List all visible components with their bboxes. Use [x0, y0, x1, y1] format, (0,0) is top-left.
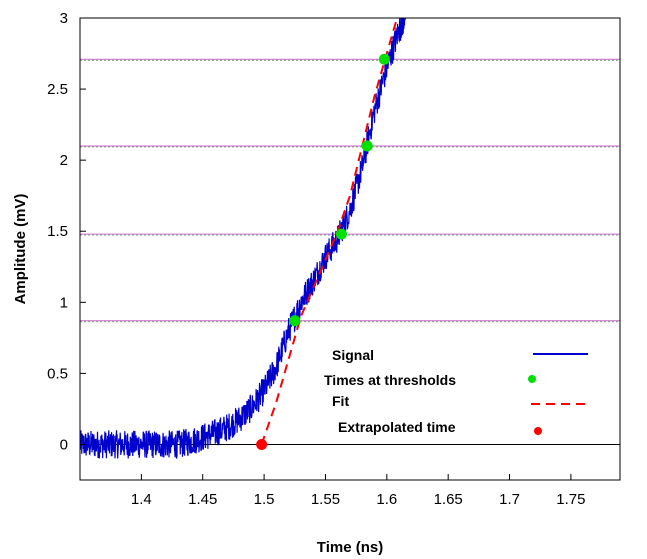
y-tick-label-3: 1.5 — [47, 223, 68, 240]
x-axis-ticks: 1.4 1.45 1.5 1.55 1.6 1.65 1.7 1.75 — [131, 474, 586, 508]
legend-label-extrapolated: Extrapolated time — [338, 419, 456, 435]
y-tick-label-4: 2 — [60, 152, 68, 169]
marker-times-at-thresholds-0 — [289, 315, 301, 327]
marker-times-at-thresholds-2 — [361, 140, 373, 152]
legend-swatch-thresholds — [528, 375, 536, 383]
marker-times-at-thresholds-3 — [378, 53, 390, 65]
y-axis-title: Amplitude (mV) — [12, 194, 29, 305]
plot-frame — [79, 17, 621, 481]
x-tick-label-4: 1.6 — [376, 491, 397, 508]
series-signal — [80, 18, 406, 459]
y-tick-label-5: 2.5 — [47, 81, 68, 98]
legend-label-signal: Signal — [332, 347, 374, 363]
legend: Signal Times at thresholds Fit Extrapola… — [324, 347, 590, 435]
series-layer — [80, 18, 406, 459]
y-axis-ticks: 0 0.5 1 1.5 2 2.5 3 — [47, 10, 86, 453]
legend-label-fit: Fit — [332, 393, 349, 409]
y-tick-label-0: 0 — [60, 436, 68, 453]
y-tick-label-2: 1 — [60, 294, 68, 311]
x-tick-label-2: 1.5 — [254, 491, 275, 508]
x-tick-label-5: 1.65 — [434, 491, 463, 508]
threshold-lines — [80, 58, 620, 445]
markers-layer — [256, 53, 390, 450]
legend-swatch-extrapolated — [534, 427, 542, 435]
legend-label-thresholds: Times at thresholds — [324, 372, 456, 388]
y-tick-label-1: 0.5 — [47, 365, 68, 382]
y-tick-label-6: 3 — [60, 10, 68, 27]
marker-extrapolated-time-0 — [256, 438, 268, 450]
x-tick-label-0: 1.4 — [131, 491, 152, 508]
x-tick-label-6: 1.7 — [499, 491, 520, 508]
x-tick-label-7: 1.75 — [556, 491, 585, 508]
x-axis-title: Time (ns) — [317, 539, 383, 556]
x-tick-label-3: 1.55 — [311, 491, 340, 508]
x-tick-label-1: 1.45 — [188, 491, 217, 508]
marker-times-at-thresholds-1 — [335, 228, 347, 240]
